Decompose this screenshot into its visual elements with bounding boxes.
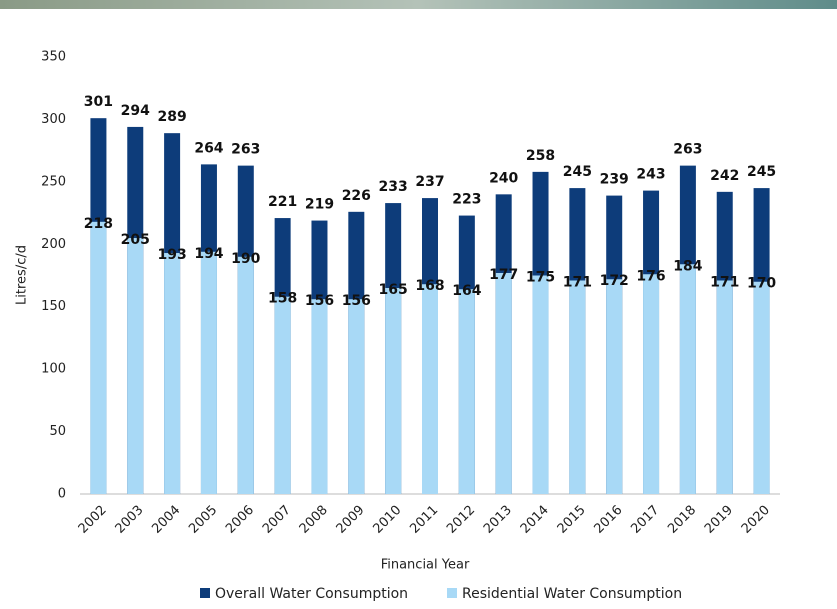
value-label: 240 (489, 170, 518, 186)
value-label: 245 (747, 164, 776, 180)
value-label: 165 (379, 282, 408, 298)
bar (238, 257, 254, 494)
x-tick-label: 2011 (407, 503, 441, 537)
value-label: 156 (342, 293, 371, 309)
x-tick-label: 2006 (223, 503, 257, 537)
value-label: 263 (231, 142, 260, 158)
value-label: 237 (415, 174, 444, 190)
value-label: 172 (600, 273, 629, 289)
x-tick-label: 2013 (481, 503, 515, 537)
value-label: 219 (305, 197, 334, 213)
bar (569, 280, 585, 494)
y-tick-label: 350 (41, 50, 66, 65)
bar (311, 299, 327, 494)
value-label: 177 (489, 267, 518, 283)
y-tick-label: 100 (41, 362, 66, 377)
value-label: 289 (157, 109, 186, 125)
x-tick-label: 2010 (370, 503, 404, 537)
x-tick-label: 2008 (297, 503, 331, 537)
x-tick-label: 2020 (739, 503, 773, 537)
value-label: 168 (415, 278, 444, 294)
value-label: 175 (526, 270, 555, 286)
bar (533, 276, 549, 495)
value-label: 158 (268, 291, 297, 307)
value-label: 184 (673, 258, 702, 274)
x-tick-label: 2005 (186, 503, 220, 537)
value-label: 218 (84, 216, 113, 232)
bar (201, 252, 217, 494)
value-label: 245 (563, 164, 592, 180)
bar (385, 288, 401, 494)
x-tick-label: 2002 (76, 503, 110, 537)
value-label: 243 (636, 167, 665, 183)
value-label: 171 (710, 274, 739, 290)
bar (348, 299, 364, 494)
y-axis-title: Litres/c/d (15, 245, 30, 305)
x-tick-label: 2007 (260, 503, 294, 537)
value-label: 239 (600, 172, 629, 188)
legend-swatch (447, 588, 457, 598)
legend-label: Overall Water Consumption (215, 586, 408, 602)
x-tick-label: 2019 (702, 503, 736, 537)
x-axis-title: Financial Year (381, 558, 470, 573)
x-tick-label: 2003 (113, 503, 147, 537)
x-tick-label: 2012 (444, 503, 478, 537)
value-label: 258 (526, 148, 555, 164)
value-label: 156 (305, 293, 334, 309)
bar (606, 279, 622, 494)
y-tick-label: 200 (41, 237, 66, 252)
bar (164, 253, 180, 494)
bar (496, 273, 512, 494)
y-tick-label: 50 (49, 424, 66, 439)
value-label: 264 (194, 140, 223, 156)
bar (127, 238, 143, 494)
value-label: 193 (157, 247, 186, 263)
value-label: 263 (673, 142, 702, 158)
chart: Financial Year Litres/c/d 0 50 100 150 200 25… (0, 0, 837, 605)
value-label: 223 (452, 192, 481, 208)
value-label: 294 (121, 103, 150, 119)
bar (680, 264, 696, 494)
value-label: 221 (268, 194, 297, 210)
value-label: 176 (636, 268, 665, 284)
x-tick-label: 2004 (149, 503, 183, 537)
value-label: 171 (563, 274, 592, 290)
bar (459, 289, 475, 494)
y-tick-label: 250 (41, 174, 66, 189)
legend-swatch (200, 588, 210, 598)
y-tick-label: 0 (58, 487, 66, 502)
page: {"chart_data": {"type": "bar", "x_label"… (0, 0, 837, 605)
value-label: 170 (747, 276, 776, 292)
value-label: 190 (231, 251, 260, 267)
value-label: 233 (379, 179, 408, 195)
value-label: 226 (342, 188, 371, 204)
bar (754, 282, 770, 494)
value-label: 205 (121, 232, 150, 248)
bar (643, 274, 659, 494)
y-tick-label: 300 (41, 112, 66, 127)
y-tick-label: 150 (41, 299, 66, 314)
x-tick-label: 2017 (628, 503, 662, 537)
header-photo-strip (0, 0, 837, 9)
value-label: 242 (710, 168, 739, 184)
bar (275, 297, 291, 494)
bar (717, 280, 733, 494)
x-tick-label: 2016 (592, 503, 626, 537)
legend-label: Residential Water Consumption (462, 586, 682, 602)
x-tick-label: 2009 (334, 503, 368, 537)
value-label: 301 (84, 94, 113, 110)
bar (422, 284, 438, 494)
bar (90, 222, 106, 494)
value-label: 194 (194, 246, 223, 262)
x-tick-label: 2014 (518, 503, 552, 537)
x-tick-label: 2018 (665, 503, 699, 537)
x-tick-label: 2015 (555, 503, 589, 537)
value-label: 164 (452, 283, 481, 299)
